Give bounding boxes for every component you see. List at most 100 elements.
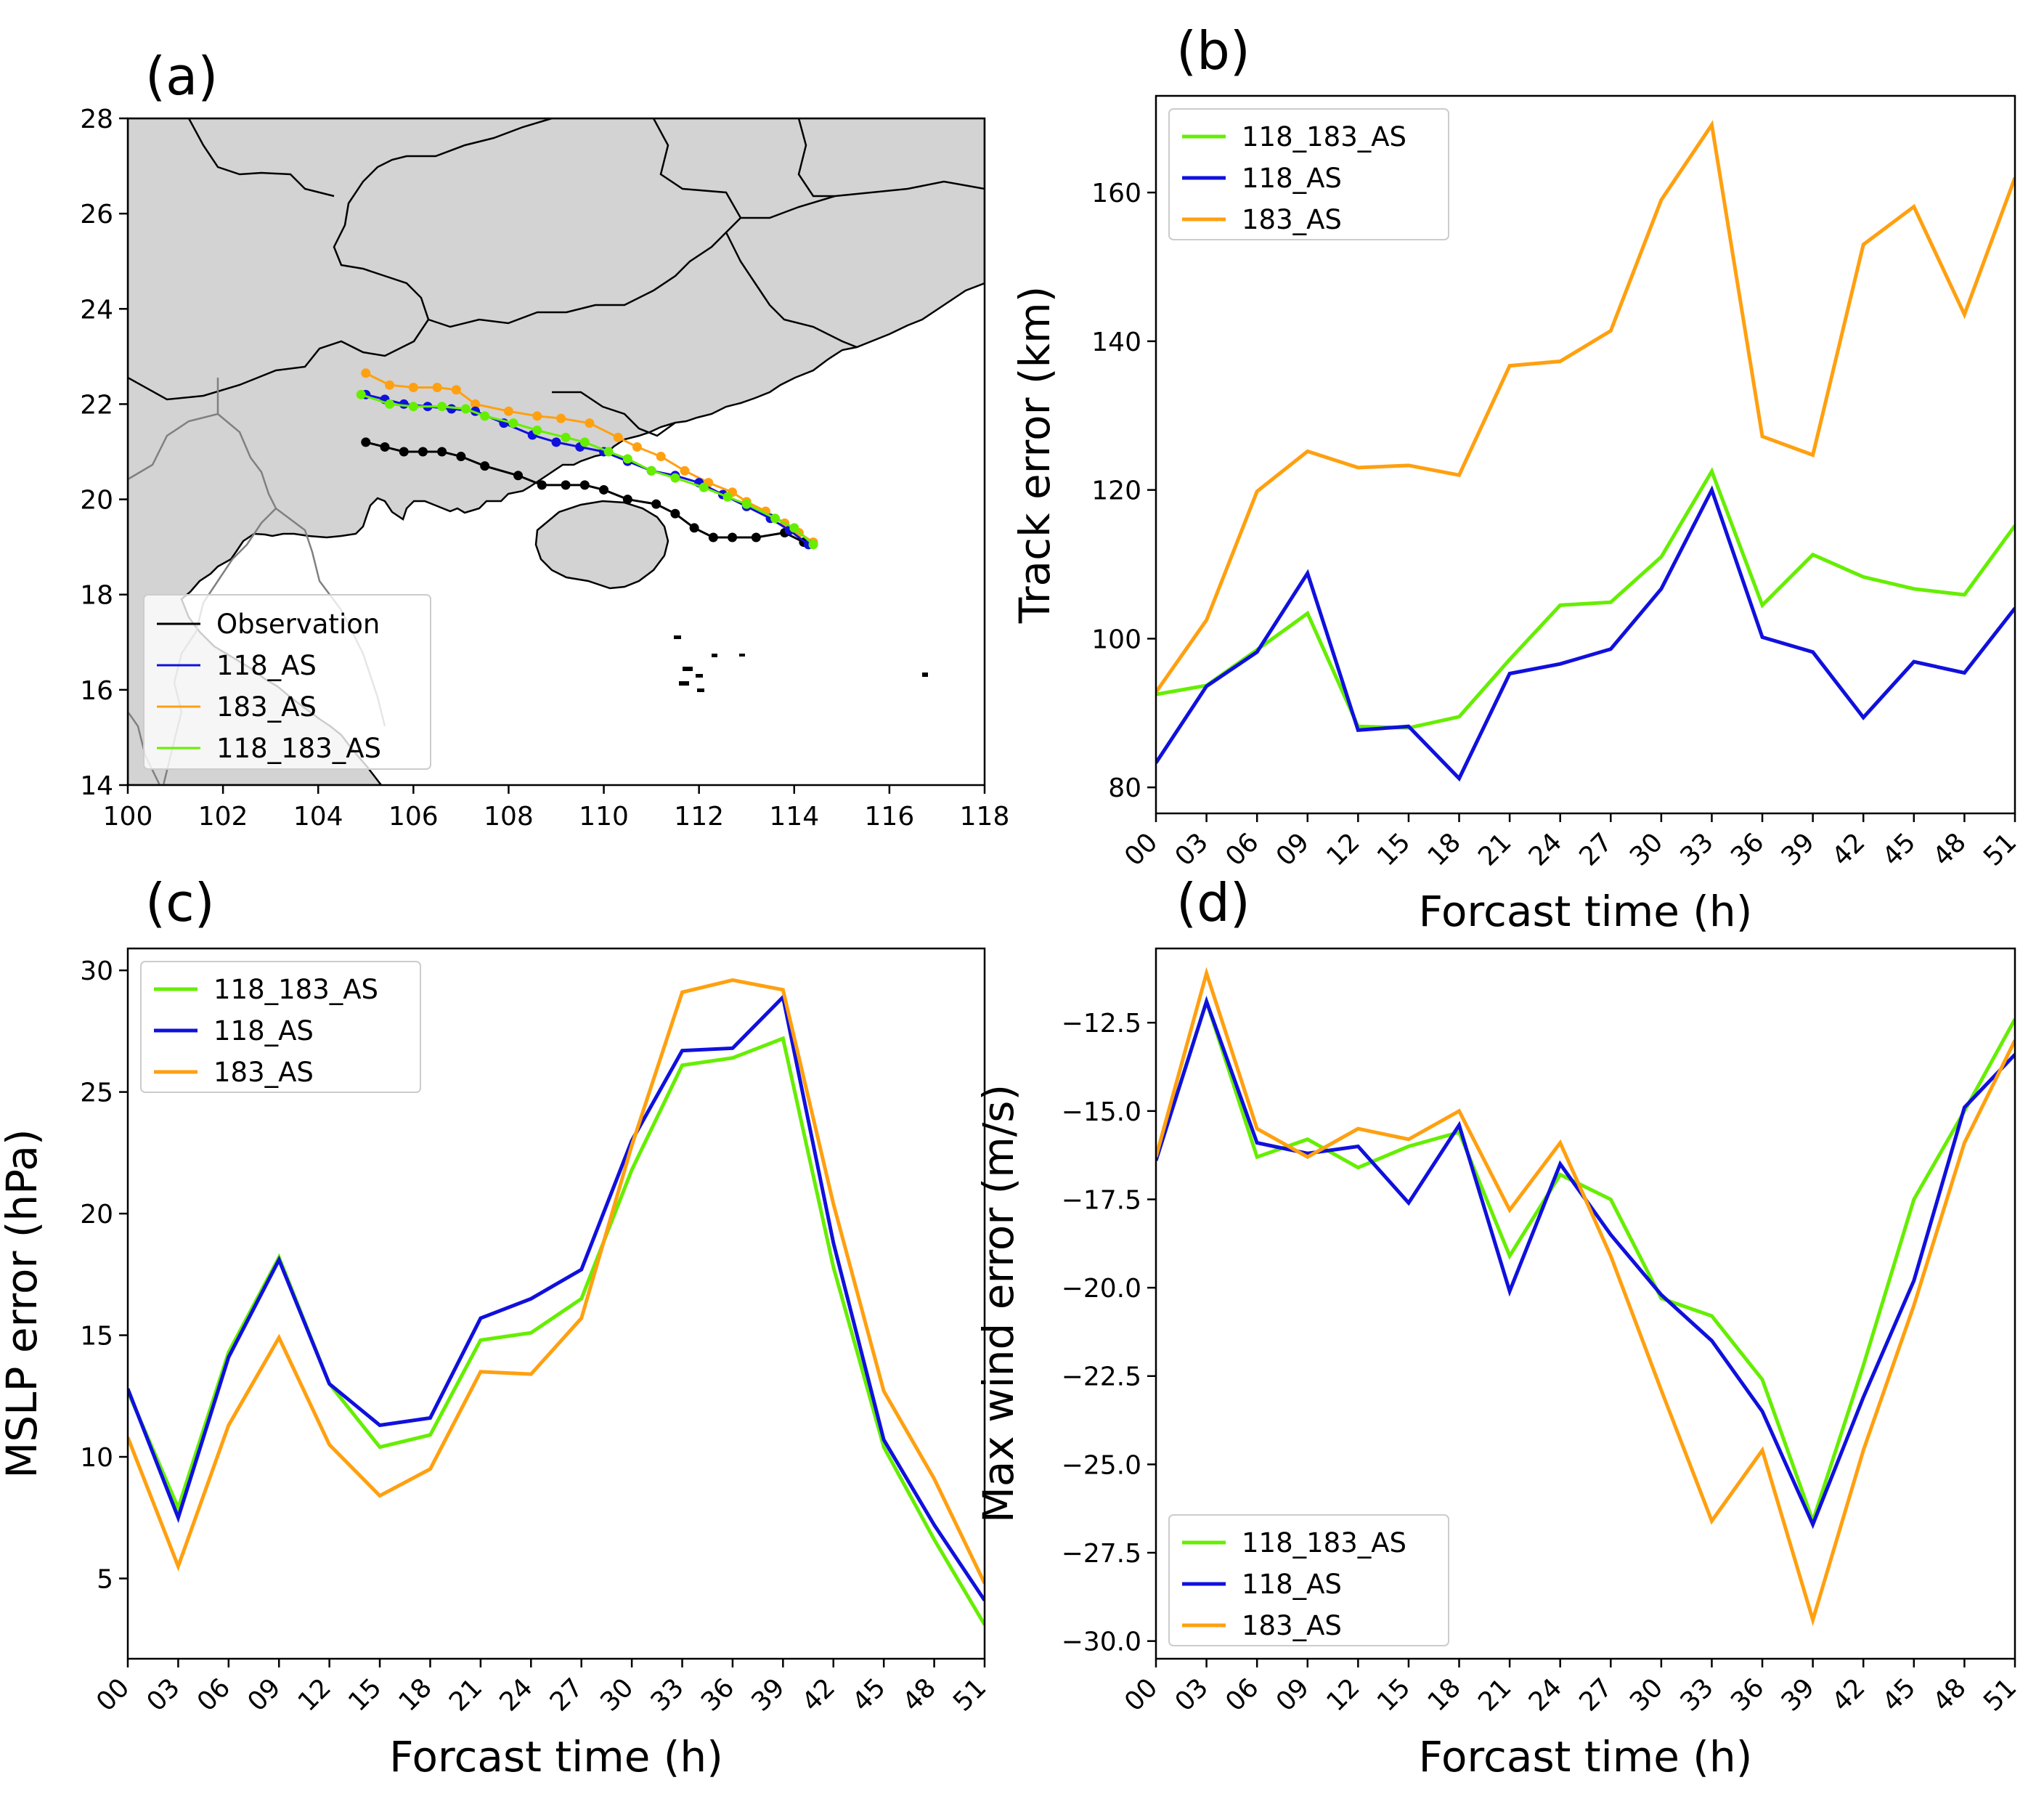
x-tick-label-36: 36 <box>696 1673 740 1717</box>
track-point-118-183-as-5 <box>480 411 490 421</box>
x-tick-label-33: 33 <box>1675 1673 1719 1717</box>
x-tick-label-30: 30 <box>595 1673 639 1717</box>
track-point-118-183-as-16 <box>741 499 752 509</box>
track-point-183-as-3 <box>432 382 442 392</box>
series-lines <box>128 978 985 1626</box>
x-axis: 00 03 06 09 12 15 18 21 24 27 30 33 36 39 42 45 48 51 <box>1119 813 2022 872</box>
y-tick-label-0: −12.5 <box>1062 1009 1141 1039</box>
x-tick-label-100: 100 <box>103 802 153 832</box>
y-axis-label: Max wind error (m/s) <box>974 1084 1023 1523</box>
x-tick-label-09: 09 <box>1271 827 1315 871</box>
legend-label-118-183-as: 118_183_AS <box>213 974 378 1005</box>
land-hainan <box>534 500 669 590</box>
track-point-118-183-as-15 <box>722 492 733 502</box>
track-point-observation-15 <box>689 523 699 533</box>
track-point-118-183-as-7 <box>532 425 542 435</box>
x-tick-label-51: 51 <box>1978 1673 2022 1717</box>
series-line-118-183-as <box>1156 995 2015 1527</box>
x-tick-label-39: 39 <box>746 1673 790 1717</box>
track-point-observation-6 <box>480 461 490 471</box>
x-tick-label-110: 110 <box>579 802 629 832</box>
y-tick-label-0: 5 <box>97 1564 113 1594</box>
y-tick-label-2: 15 <box>80 1322 113 1352</box>
legend-frame <box>1168 1514 1449 1646</box>
x-axis: 00 03 06 09 12 15 18 21 24 27 30 33 36 39 42 45 48 51 <box>1119 1659 2022 1718</box>
x-tick-label-114: 114 <box>769 802 819 832</box>
track-point-118-183-as-2 <box>408 402 418 412</box>
track-observation <box>361 437 809 548</box>
legend: 118_183_AS 118_AS 183_AS <box>1168 108 1449 240</box>
panel-a-track-map: 100 102 104 106 108 110 112 114 116 118 14 16 18 20 22… <box>80 46 1009 832</box>
x-tick-label-18: 18 <box>1422 827 1467 871</box>
x-tick-label-42: 42 <box>1826 1673 1870 1717</box>
track-point-observation-12 <box>622 495 632 505</box>
track-point-118-183-as-14 <box>699 482 709 492</box>
legend-label-118-183-as: 118_183_AS <box>1242 121 1406 153</box>
y-tick-label-4: 25 <box>80 1078 113 1108</box>
track-point-183-as-4 <box>451 385 461 395</box>
y-tick-label-2: −17.5 <box>1062 1185 1141 1215</box>
track-point-183-as-7 <box>532 411 542 421</box>
legend-frame <box>140 961 421 1093</box>
track-point-183-as-13 <box>680 466 690 476</box>
x-tick-label-102: 102 <box>198 802 248 832</box>
x-axis-label: Forcast time (h) <box>1419 887 1753 936</box>
y-tick-label-26: 26 <box>80 200 113 229</box>
y-tick-label-4: 160 <box>1091 179 1141 208</box>
province-borders <box>128 118 985 437</box>
y-tick-label-3: 140 <box>1091 328 1141 357</box>
x-tick-label-27: 27 <box>1573 827 1618 871</box>
track-point-observation-0 <box>361 437 371 447</box>
legend-label-183-as: 183_AS <box>216 691 317 723</box>
x-tick-label-21: 21 <box>444 1673 488 1717</box>
y-tick-label-7: −30.0 <box>1062 1628 1141 1657</box>
x-tick-label-108: 108 <box>484 802 534 832</box>
plot-frame <box>1155 94 2016 815</box>
series-line-118-183-as <box>1156 467 2015 730</box>
y-tick-label-3: 20 <box>80 1200 113 1230</box>
legend-label-118-183-as: 118_183_AS <box>1242 1527 1406 1559</box>
x-tick-label-18: 18 <box>1422 1673 1467 1717</box>
track-point-183-as-8 <box>556 413 566 423</box>
track-point-observation-9 <box>561 480 571 490</box>
track-point-183-as-12 <box>656 452 666 462</box>
y-axis: −12.5 −15.0 −17.5 −20.0 −22.5 −25.0 −27.5 −30.0 <box>1062 1009 1156 1657</box>
x-tick-label-51: 51 <box>948 1673 992 1717</box>
series-lines <box>1156 120 2015 782</box>
x-tick-label-24: 24 <box>494 1673 538 1717</box>
x-tick-label-104: 104 <box>293 802 343 832</box>
x-tick-label-09: 09 <box>1271 1673 1315 1717</box>
x-tick-label-112: 112 <box>674 802 724 832</box>
series-line-183-as <box>1156 967 2015 1627</box>
track-point-observation-2 <box>399 447 409 457</box>
track-point-observation-17 <box>728 532 738 543</box>
track-point-118-183-as-4 <box>460 404 471 414</box>
x-tick-label-51: 51 <box>1978 827 2022 871</box>
x-tick-label-33: 33 <box>646 1673 690 1717</box>
track-point-118-183-as-11 <box>622 454 632 464</box>
y-axis: 5 10 15 20 25 30 <box>80 956 128 1594</box>
x-tick-label-12: 12 <box>293 1673 337 1717</box>
track-point-118-as-4 <box>447 404 457 414</box>
x-tick-label-45: 45 <box>1877 1673 1921 1717</box>
panel-label-d: (d) <box>1176 872 1250 933</box>
track-point-183-as-0 <box>361 368 371 378</box>
track-point-observation-16 <box>708 532 718 543</box>
y-tick-label-2: 120 <box>1091 476 1141 506</box>
x-tick-label-00: 00 <box>1119 827 1163 871</box>
series-line-118-as <box>128 993 985 1602</box>
map-axes: 100 102 104 106 108 110 112 114 116 118 14 16 18 20 22… <box>80 105 1009 832</box>
x-tick-label-15: 15 <box>343 1673 387 1717</box>
x-tick-label-36: 36 <box>1725 1673 1770 1717</box>
x-tick-label-03: 03 <box>1170 1673 1214 1717</box>
y-tick-label-0: 80 <box>1108 773 1141 803</box>
plot-frame <box>126 947 986 1660</box>
track-point-observation-11 <box>599 484 609 495</box>
y-axis-label: MSLP error (hPa) <box>0 1129 46 1478</box>
legend-label-118-as: 118_AS <box>213 1015 314 1047</box>
legend-label-118-as: 118_AS <box>1242 1569 1342 1600</box>
y-tick-label-14: 14 <box>80 771 113 801</box>
track-point-observation-5 <box>456 452 466 462</box>
panel-label-a: (a) <box>145 46 218 107</box>
